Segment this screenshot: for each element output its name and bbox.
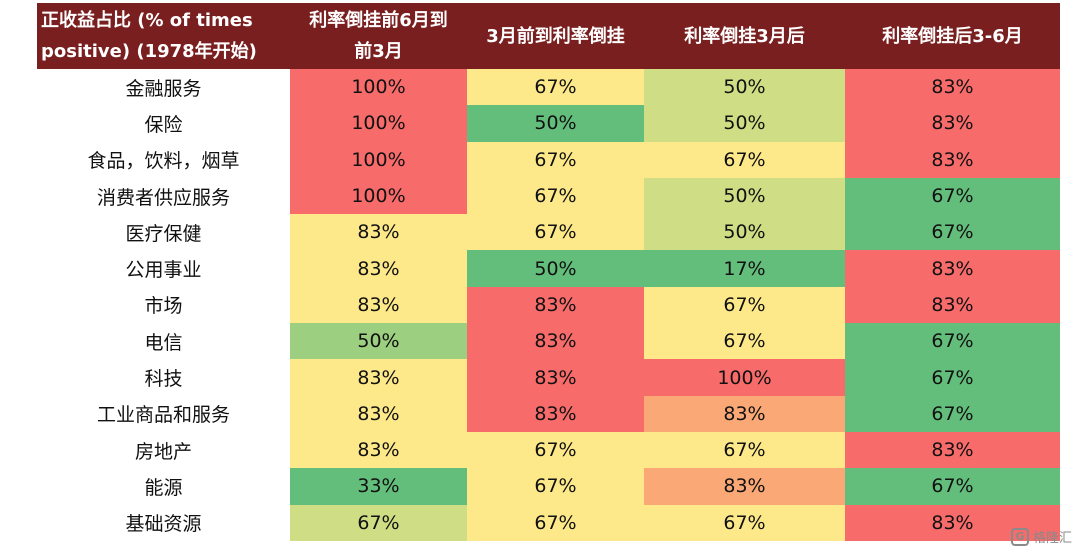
heatmap-cell: 67%	[845, 323, 1060, 360]
heatmap-cell: 83%	[290, 395, 467, 432]
heatmap-cell: 67%	[644, 141, 845, 178]
column-header-1-line-2: 前3月	[354, 41, 403, 62]
column-header-2: 3月前到利率倒挂	[467, 3, 644, 69]
heatmap-row: 保险 100% 50% 50% 83%	[37, 105, 1060, 142]
heatmap-cell: 67%	[467, 504, 644, 541]
row-label: 科技	[37, 359, 290, 396]
heatmap-cell: 67%	[644, 431, 845, 469]
column-header-2-label: 3月前到利率倒挂	[486, 25, 625, 47]
heatmap-cell: 50%	[644, 214, 845, 251]
corner-header-line-1: 正收益占比 (% of times	[41, 10, 253, 31]
heatmap-cell: 67%	[644, 323, 845, 360]
heatmap-cell: 67%	[467, 468, 644, 505]
heatmap-body: 金融服务 100% 67% 50% 83% 保险 100% 50% 50% 83% 食品，饮料，烟草…	[37, 69, 1060, 541]
heatmap-cell: 67%	[467, 177, 644, 215]
heatmap-cell: 50%	[467, 250, 644, 287]
heatmap-row: 金融服务 100% 67% 50% 83%	[37, 69, 1060, 106]
row-label: 医疗保健	[37, 214, 290, 251]
corner-header-line-2: positive) (1978年开始)	[41, 41, 257, 62]
column-header-4-label: 利率倒挂后3-6月	[882, 25, 1023, 47]
heatmap-cell: 100%	[290, 141, 467, 178]
row-label: 市场	[37, 286, 290, 324]
heatmap-cell: 33%	[290, 468, 467, 505]
heatmap-cell: 50%	[467, 105, 644, 142]
heatmap-cell: 83%	[845, 431, 1060, 469]
heatmap-cell: 67%	[467, 141, 644, 178]
heatmap-cell: 67%	[644, 504, 845, 541]
corner-header: 正收益占比 (% of times positive) (1978年开始)	[37, 3, 290, 69]
row-label: 消费者供应服务	[37, 177, 290, 215]
heatmap-table: 正收益占比 (% of times positive) (1978年开始) 利率…	[37, 3, 1060, 541]
column-header-4: 利率倒挂后3-6月	[845, 3, 1060, 69]
heatmap-cell: 83%	[644, 468, 845, 505]
row-label: 能源	[37, 468, 290, 505]
heatmap-cell: 83%	[467, 395, 644, 432]
heatmap-cell: 67%	[845, 214, 1060, 251]
row-label: 金融服务	[37, 69, 290, 106]
heatmap-cell: 83%	[467, 359, 644, 396]
watermark-text: 格隆汇	[1032, 531, 1072, 546]
row-label: 公用事业	[37, 250, 290, 287]
heatmap-row: 公用事业 83% 50% 17% 83%	[37, 250, 1060, 287]
row-label: 食品，饮料，烟草	[37, 141, 290, 178]
column-header-1: 利率倒挂前6月到 前3月	[290, 3, 467, 69]
heatmap-row: 消费者供应服务 100% 67% 50% 67%	[37, 177, 1060, 215]
heatmap-cell: 67%	[845, 468, 1060, 505]
header-row: 正收益占比 (% of times positive) (1978年开始) 利率…	[37, 3, 1060, 69]
heatmap-cell: 83%	[644, 395, 845, 432]
column-header-1-line-1: 利率倒挂前6月到	[309, 10, 448, 31]
heatmap-cell: 83%	[845, 504, 1060, 541]
watermark: G 格隆汇	[1010, 527, 1072, 546]
heatmap-cell: 83%	[845, 105, 1060, 142]
column-header-3-label: 利率倒挂3月后	[684, 25, 805, 47]
heatmap-cell: 100%	[290, 105, 467, 142]
heatmap-row: 工业商品和服务 83% 83% 83% 67%	[37, 395, 1060, 432]
heatmap-row: 市场 83% 83% 67% 83%	[37, 286, 1060, 324]
heatmap-cell: 67%	[467, 431, 644, 469]
heatmap-cell: 67%	[845, 359, 1060, 396]
heatmap-cell: 83%	[467, 286, 644, 324]
heatmap-cell: 67%	[290, 504, 467, 541]
heatmap-row: 电信 50% 83% 67% 67%	[37, 323, 1060, 360]
watermark-logo-icon: G	[1010, 527, 1029, 546]
heatmap-row: 能源 33% 67% 83% 67%	[37, 468, 1060, 505]
column-header-3: 利率倒挂3月后	[644, 3, 845, 69]
heatmap-row: 基础资源 67% 67% 67% 83%	[37, 504, 1060, 541]
heatmap-cell: 83%	[290, 431, 467, 469]
row-label: 电信	[37, 323, 290, 360]
heatmap-cell: 67%	[467, 214, 644, 251]
heatmap-cell: 67%	[845, 395, 1060, 432]
heatmap-cell: 83%	[845, 141, 1060, 178]
heatmap-cell: 67%	[845, 177, 1060, 215]
heatmap-cell: 83%	[845, 250, 1060, 287]
heatmap-cell: 17%	[644, 250, 845, 287]
row-label: 工业商品和服务	[37, 395, 290, 432]
heatmap-cell: 50%	[644, 105, 845, 142]
heatmap-row: 房地产 83% 67% 67% 83%	[37, 431, 1060, 469]
heatmap-cell: 83%	[290, 214, 467, 251]
heatmap-cell: 83%	[845, 69, 1060, 106]
heatmap-cell: 83%	[845, 286, 1060, 324]
heatmap-cell: 83%	[290, 359, 467, 396]
heatmap-cell: 50%	[290, 323, 467, 360]
heatmap-cell: 100%	[290, 69, 467, 106]
heatmap-row: 食品，饮料，烟草 100% 67% 67% 83%	[37, 141, 1060, 178]
heatmap-row: 医疗保健 83% 67% 50% 67%	[37, 214, 1060, 251]
heatmap-cell: 83%	[467, 323, 644, 360]
row-label: 基础资源	[37, 504, 290, 541]
heatmap-cell: 67%	[467, 69, 644, 106]
row-label: 房地产	[37, 431, 290, 469]
heatmap-cell: 100%	[644, 359, 845, 396]
heatmap-cell: 83%	[290, 250, 467, 287]
heatmap-cell: 50%	[644, 177, 845, 215]
heatmap-cell: 50%	[644, 69, 845, 106]
heatmap-row: 科技 83% 83% 100% 67%	[37, 359, 1060, 396]
heatmap-cell: 100%	[290, 177, 467, 215]
heatmap-cell: 67%	[644, 286, 845, 324]
row-label: 保险	[37, 105, 290, 142]
heatmap-cell: 83%	[290, 286, 467, 324]
